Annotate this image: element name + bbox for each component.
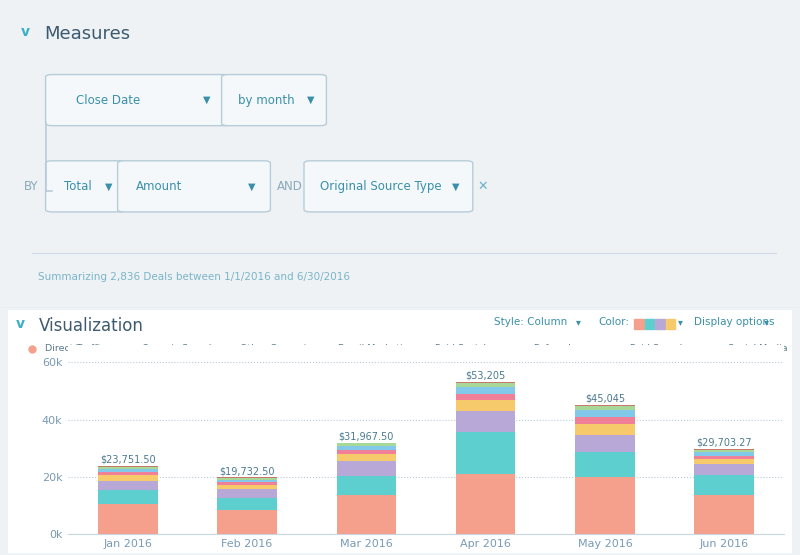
- Bar: [98, 490, 158, 504]
- Text: ▼: ▼: [452, 181, 460, 191]
- Bar: [694, 475, 754, 495]
- Bar: [217, 480, 277, 482]
- Text: $29,703.27: $29,703.27: [697, 438, 752, 448]
- Text: ▼: ▼: [306, 95, 314, 105]
- Bar: [575, 452, 635, 477]
- Text: BY: BY: [24, 180, 38, 193]
- Text: Direct Traffic: Direct Traffic: [45, 344, 105, 354]
- Text: Paid Social: Paid Social: [435, 344, 486, 354]
- Text: Summarizing 2,836 Deals between 1/1/2016 and 6/30/2016: Summarizing 2,836 Deals between 1/1/2016…: [38, 272, 350, 282]
- Bar: [634, 319, 644, 329]
- Bar: [456, 384, 515, 387]
- Text: ▼: ▼: [202, 95, 210, 105]
- Bar: [337, 495, 396, 534]
- Bar: [337, 450, 396, 454]
- Bar: [98, 467, 158, 469]
- Bar: [337, 443, 396, 446]
- Bar: [575, 425, 635, 435]
- Bar: [98, 481, 158, 490]
- FancyBboxPatch shape: [118, 161, 270, 212]
- Bar: [694, 456, 754, 460]
- Bar: [98, 475, 158, 481]
- Text: Color:: Color:: [598, 317, 630, 327]
- Text: $53,205: $53,205: [466, 371, 506, 381]
- Text: ▼: ▼: [105, 181, 113, 191]
- Bar: [337, 446, 396, 450]
- Bar: [98, 469, 158, 472]
- Text: Close Date: Close Date: [76, 94, 140, 107]
- Bar: [666, 319, 675, 329]
- Bar: [337, 461, 396, 476]
- Bar: [98, 504, 158, 534]
- FancyBboxPatch shape: [304, 161, 473, 212]
- Text: ▾: ▾: [678, 317, 683, 327]
- Bar: [337, 476, 396, 495]
- Text: $45,045: $45,045: [585, 394, 625, 404]
- Bar: [694, 452, 754, 456]
- Bar: [575, 410, 635, 417]
- Bar: [575, 406, 635, 410]
- Text: by month: by month: [238, 94, 295, 107]
- Text: Measures: Measures: [44, 24, 130, 43]
- Bar: [694, 460, 754, 465]
- Text: Total: Total: [64, 180, 92, 193]
- Bar: [456, 382, 515, 384]
- Bar: [98, 466, 158, 467]
- Bar: [456, 474, 515, 534]
- Bar: [575, 417, 635, 425]
- Bar: [217, 489, 277, 498]
- Bar: [575, 435, 635, 452]
- Text: AND: AND: [277, 180, 302, 193]
- Bar: [217, 478, 277, 480]
- Bar: [645, 319, 654, 329]
- Text: Display options: Display options: [694, 317, 775, 327]
- Bar: [456, 411, 515, 432]
- Bar: [337, 442, 396, 443]
- Text: v: v: [16, 317, 25, 331]
- Bar: [456, 432, 515, 474]
- FancyBboxPatch shape: [46, 74, 230, 125]
- Bar: [694, 450, 754, 452]
- Bar: [98, 472, 158, 475]
- Text: Style: Column: Style: Column: [494, 317, 568, 327]
- Bar: [217, 477, 277, 478]
- Text: $19,732.50: $19,732.50: [219, 466, 274, 476]
- FancyBboxPatch shape: [46, 161, 126, 212]
- Bar: [694, 495, 754, 534]
- Text: Email Marketing: Email Marketing: [338, 344, 414, 354]
- Text: ▾: ▾: [764, 317, 769, 327]
- Text: Other Campaigns: Other Campaigns: [240, 344, 323, 354]
- Bar: [217, 485, 277, 489]
- Text: Original Source Type: Original Source Type: [320, 180, 442, 193]
- Bar: [337, 454, 396, 461]
- Bar: [575, 405, 635, 406]
- FancyBboxPatch shape: [222, 74, 326, 125]
- Bar: [217, 482, 277, 485]
- Bar: [456, 400, 515, 411]
- Bar: [456, 394, 515, 400]
- Text: ▾: ▾: [576, 317, 581, 327]
- Bar: [217, 498, 277, 509]
- Bar: [694, 449, 754, 450]
- Text: Referrals: Referrals: [533, 344, 575, 354]
- Bar: [694, 465, 754, 475]
- Text: ✕: ✕: [478, 180, 488, 193]
- Text: ▼: ▼: [248, 181, 256, 191]
- Text: v: v: [21, 24, 30, 39]
- Text: $23,751.50: $23,751.50: [100, 455, 155, 465]
- Text: Visualization: Visualization: [38, 317, 143, 335]
- Bar: [655, 319, 665, 329]
- Bar: [217, 509, 277, 534]
- Text: Amount: Amount: [136, 180, 182, 193]
- Text: Organic Search: Organic Search: [142, 344, 215, 354]
- Bar: [575, 477, 635, 534]
- Text: Social Media: Social Media: [728, 344, 788, 354]
- Text: $31,967.50: $31,967.50: [338, 431, 394, 441]
- Bar: [456, 387, 515, 394]
- Text: Paid Search: Paid Search: [630, 344, 686, 354]
